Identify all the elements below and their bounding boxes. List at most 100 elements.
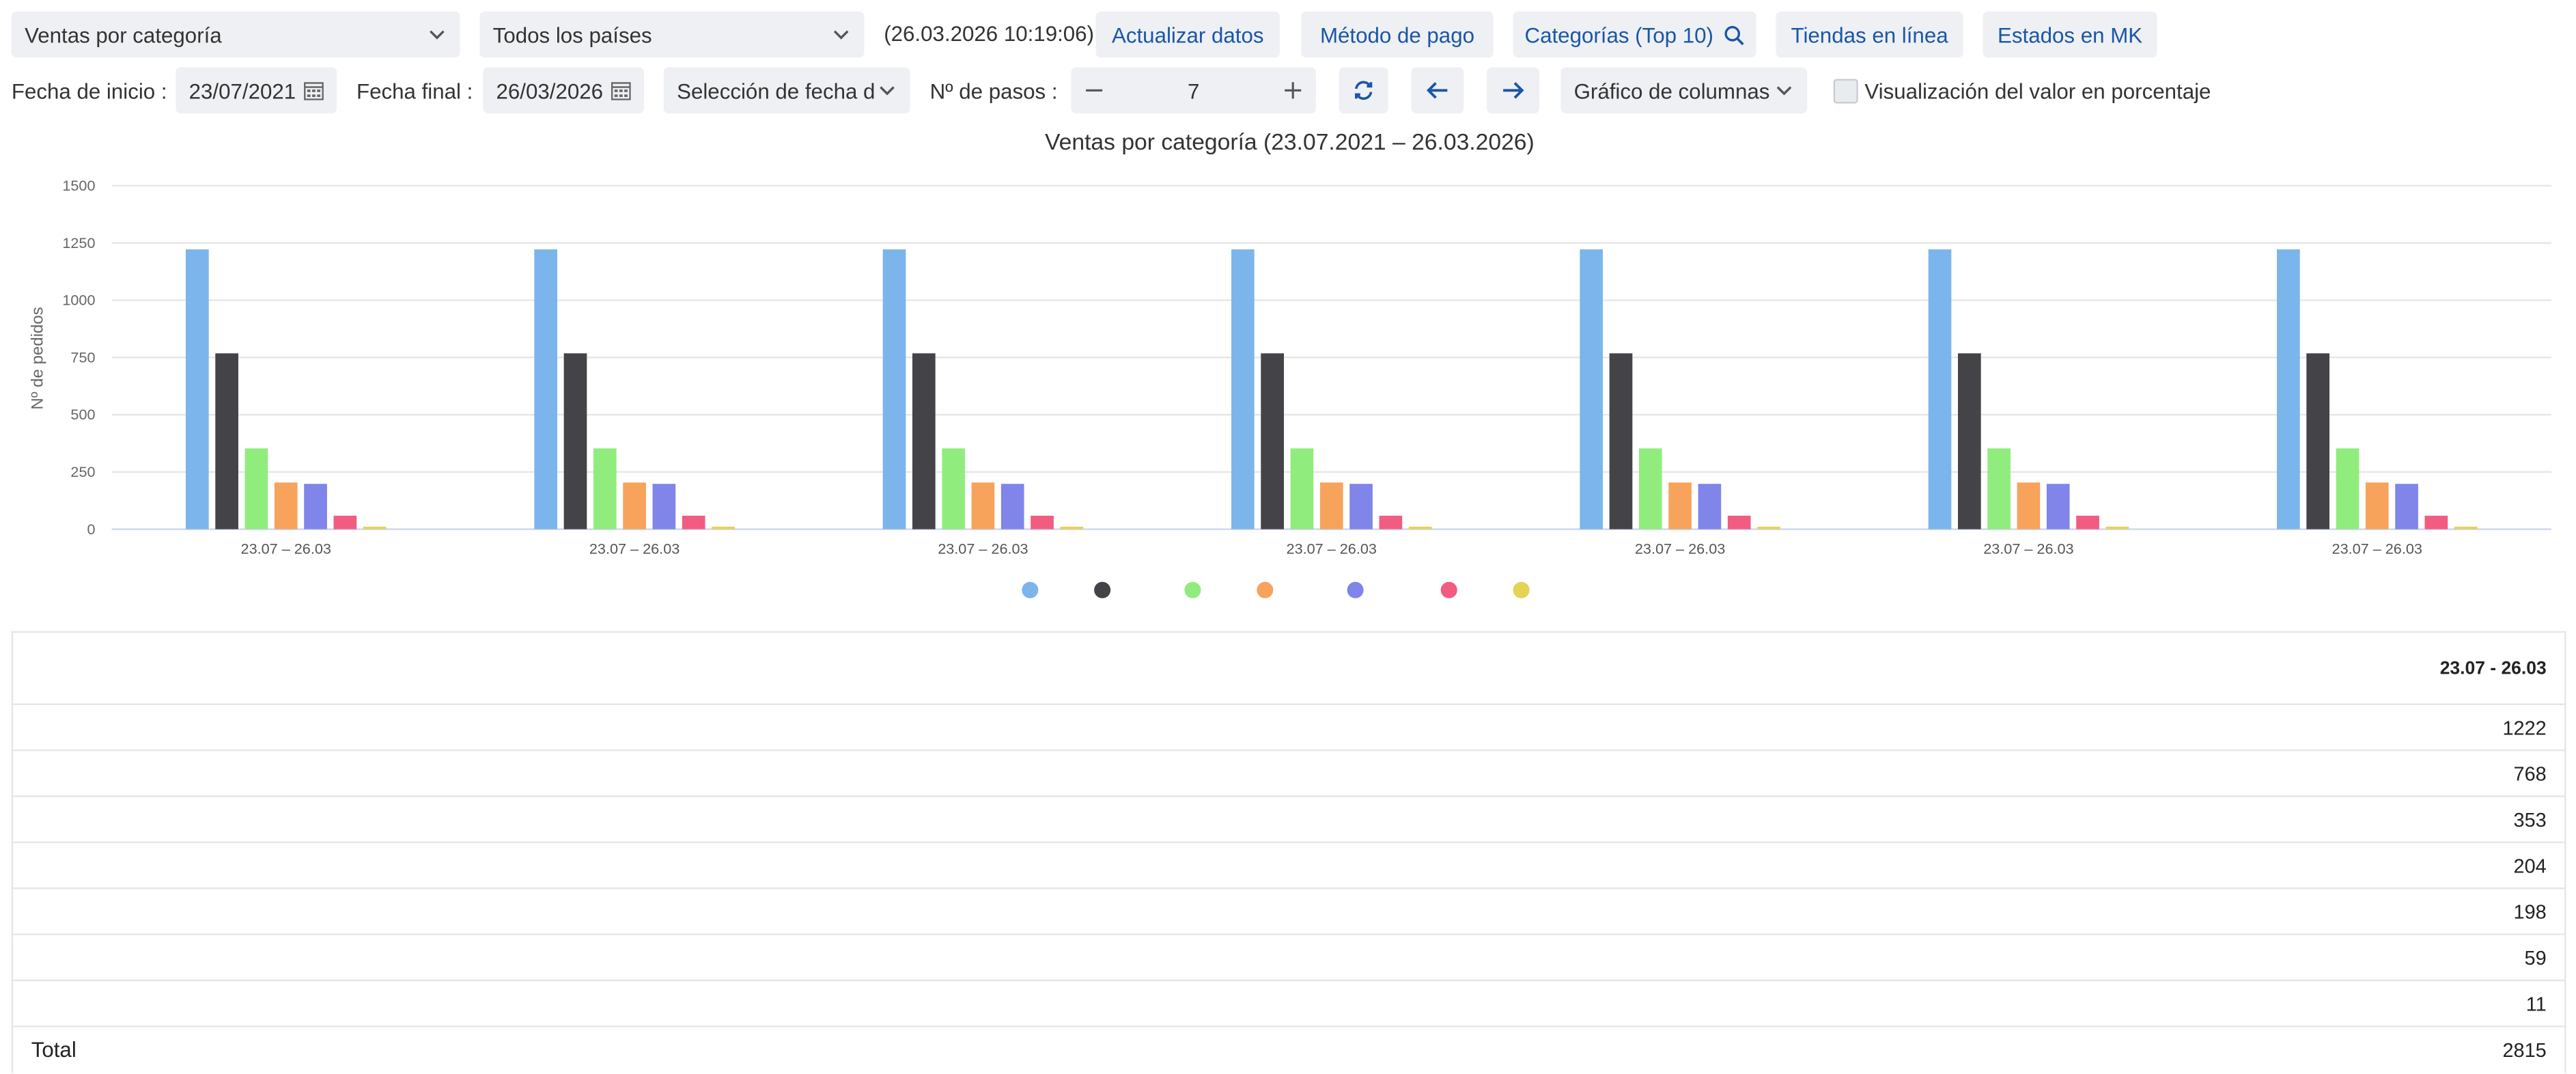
table-row: 353 xyxy=(11,795,2566,842)
online-stores-button[interactable]: Tiendas en línea xyxy=(1776,11,1963,58)
bar[interactable] xyxy=(2046,484,2070,529)
arrow-left-icon xyxy=(1426,82,1448,99)
bar[interactable] xyxy=(1319,482,1343,529)
end-date-label: Fecha final : xyxy=(356,79,473,104)
bar[interactable] xyxy=(274,482,298,529)
bar[interactable] xyxy=(1349,484,1373,529)
x-tick-label: 23.07 – 26.03 xyxy=(1287,540,1377,557)
bar[interactable] xyxy=(623,482,646,529)
legend-item[interactable] xyxy=(1184,581,1201,598)
previous-period-button[interactable] xyxy=(1411,67,1464,113)
bar[interactable] xyxy=(682,515,705,529)
bar[interactable] xyxy=(1957,353,1981,529)
bar[interactable] xyxy=(1928,249,1952,529)
bar[interactable] xyxy=(971,482,995,529)
bar[interactable] xyxy=(2105,526,2129,529)
bar[interactable] xyxy=(2306,353,2329,529)
bar[interactable] xyxy=(1609,353,1633,529)
total-label: Total xyxy=(11,1025,949,1072)
bar[interactable] xyxy=(1379,515,1403,529)
row-label-cell xyxy=(11,749,949,797)
refresh-data-button[interactable]: Actualizar datos xyxy=(1095,11,1280,58)
bar[interactable] xyxy=(1698,484,1722,529)
bar[interactable] xyxy=(1987,448,2011,529)
bar[interactable] xyxy=(1727,515,1751,529)
legend-item[interactable] xyxy=(1440,581,1457,598)
payment-method-button[interactable]: Método de pago xyxy=(1301,11,1494,58)
y-axis-label: Nº de pedidos xyxy=(29,307,47,410)
legend-item[interactable] xyxy=(1257,581,1274,598)
minus-icon[interactable] xyxy=(1071,68,1117,113)
bar[interactable] xyxy=(1060,526,1084,529)
bar[interactable] xyxy=(1290,448,1314,529)
x-tick-label: 23.07 – 26.03 xyxy=(938,540,1028,557)
bar[interactable] xyxy=(1757,526,1780,529)
steps-stepper[interactable]: 7 xyxy=(1071,67,1316,113)
legend-item[interactable] xyxy=(1094,581,1111,598)
row-value-cell: 768 xyxy=(948,749,2566,797)
states-mk-button[interactable]: Estados en MK xyxy=(1983,11,2157,58)
bar[interactable] xyxy=(593,448,617,529)
bar[interactable] xyxy=(2076,515,2099,529)
bar[interactable] xyxy=(244,448,268,529)
bar[interactable] xyxy=(2277,249,2300,529)
y-tick-label: 750 xyxy=(70,348,95,366)
bar[interactable] xyxy=(2017,482,2041,529)
bar[interactable] xyxy=(1408,526,1432,529)
bar[interactable] xyxy=(534,249,558,529)
bar[interactable] xyxy=(2365,482,2389,529)
bar[interactable] xyxy=(882,249,906,529)
bar[interactable] xyxy=(563,353,587,529)
bar[interactable] xyxy=(1668,482,1692,529)
y-tick-label: 500 xyxy=(70,406,95,423)
bar[interactable] xyxy=(215,353,238,529)
row-value-cell: 198 xyxy=(948,887,2566,935)
bar[interactable] xyxy=(1031,515,1054,529)
header-period: 23.07 - 26.03 xyxy=(948,631,2566,704)
country-select-value: Todos los países xyxy=(492,22,652,47)
bar[interactable] xyxy=(2424,515,2448,529)
row-value-cell: 204 xyxy=(948,841,2566,889)
report-select[interactable]: Ventas por categoría xyxy=(11,11,460,58)
date-selection-select[interactable]: Selección de fecha d xyxy=(663,67,910,113)
bar[interactable] xyxy=(1231,249,1255,529)
y-tick-label: 1000 xyxy=(62,292,95,309)
bar[interactable] xyxy=(304,484,327,529)
bar[interactable] xyxy=(2454,526,2478,529)
chevron-down-icon xyxy=(880,86,895,96)
bar[interactable] xyxy=(363,526,387,529)
bar[interactable] xyxy=(1638,448,1662,529)
legend-item[interactable] xyxy=(1022,581,1039,598)
plus-icon[interactable] xyxy=(1270,68,1316,113)
start-date-field[interactable]: 23/07/2021 xyxy=(176,67,337,113)
bar[interactable] xyxy=(1000,484,1024,529)
bar[interactable] xyxy=(1580,249,1604,529)
country-select[interactable]: Todos los países xyxy=(479,11,865,58)
calendar-icon xyxy=(611,82,631,100)
steps-value[interactable]: 7 xyxy=(1187,78,1200,103)
bar[interactable] xyxy=(2395,484,2418,529)
next-period-button[interactable] xyxy=(1487,67,1540,113)
date-selection-value: Selección de fecha d xyxy=(677,78,876,103)
end-date-field[interactable]: 26/03/2026 xyxy=(483,67,644,113)
categories-top10-button[interactable]: Categorías (Top 10) xyxy=(1513,11,1756,58)
legend-item[interactable] xyxy=(1513,581,1530,598)
bar[interactable] xyxy=(942,448,965,529)
chart-type-select[interactable]: Gráfico de columnas xyxy=(1560,67,1808,113)
y-tick-label: 1500 xyxy=(62,177,95,194)
bar[interactable] xyxy=(186,249,209,529)
bar[interactable] xyxy=(912,353,936,529)
percent-label: Visualización del valor en porcentaje xyxy=(1864,79,2211,104)
refresh-chart-button[interactable] xyxy=(1339,67,1388,113)
bar[interactable] xyxy=(652,484,676,529)
bar[interactable] xyxy=(333,515,357,529)
bar[interactable] xyxy=(2336,448,2360,529)
bar[interactable] xyxy=(712,526,735,529)
percent-checkbox[interactable] xyxy=(1833,79,1858,104)
table-row: 11 xyxy=(11,979,2566,1027)
row-value-cell: 1222 xyxy=(948,703,2566,751)
row-label-cell xyxy=(11,703,949,751)
table-header-row: 23.07 - 26.03 xyxy=(11,631,2566,704)
legend-item[interactable] xyxy=(1347,581,1364,598)
bar[interactable] xyxy=(1261,353,1284,529)
